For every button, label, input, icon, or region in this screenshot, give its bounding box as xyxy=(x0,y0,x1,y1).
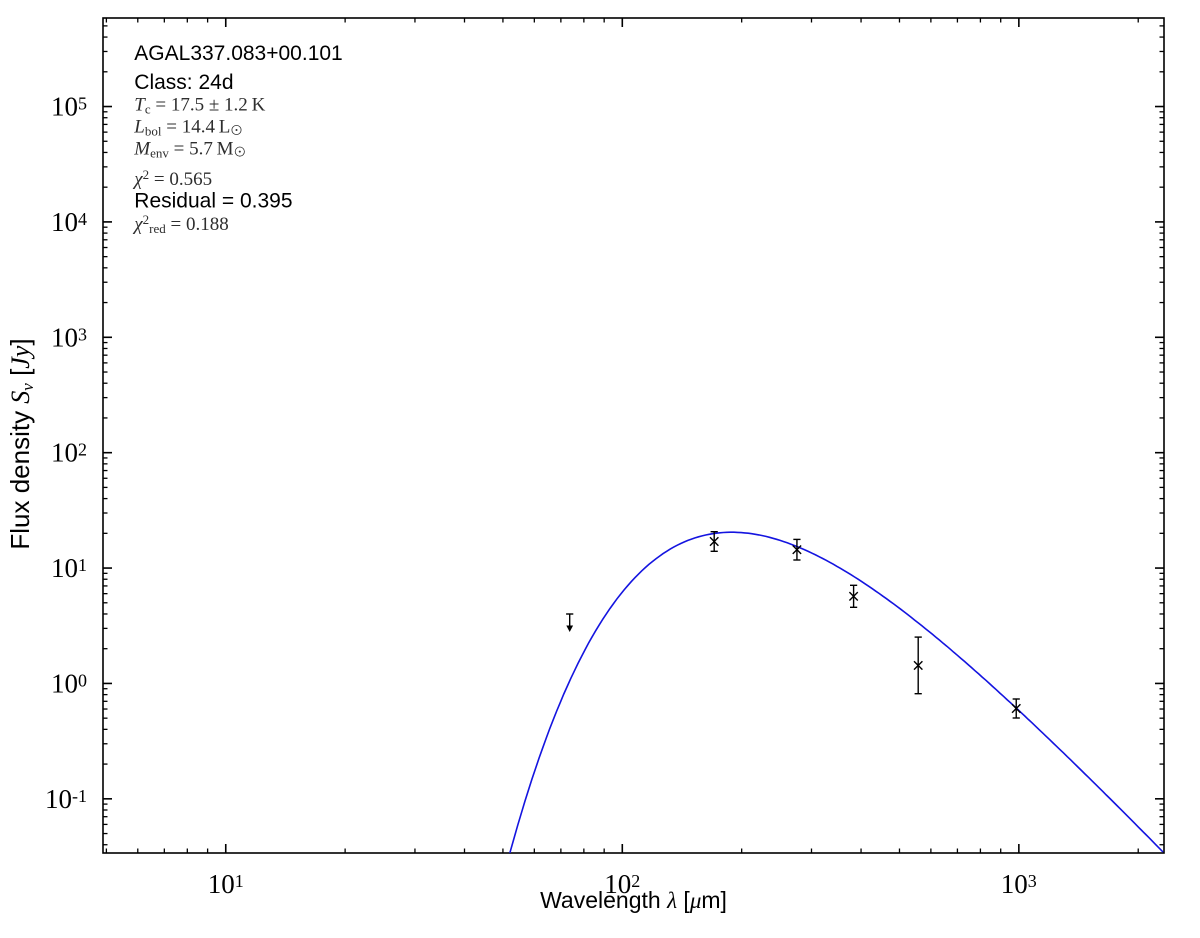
svg-text:Wavelength λ [μm]: Wavelength λ [μm] xyxy=(540,887,727,913)
svg-text:AGAL337.083+00.101: AGAL337.083+00.101 xyxy=(134,42,342,65)
svg-text:Residual = 0.395: Residual = 0.395 xyxy=(134,190,292,213)
svg-text:Flux density Sν [Jy]: Flux density Sν [Jy] xyxy=(5,338,37,549)
svg-text:Menv = 5.7 M: Menv = 5.7 M xyxy=(133,138,233,160)
svg-text:Class: 24d: Class: 24d xyxy=(134,71,233,94)
svg-text:Tc = 17.5 ± 1.2 K: Tc = 17.5 ± 1.2 K xyxy=(134,95,265,117)
